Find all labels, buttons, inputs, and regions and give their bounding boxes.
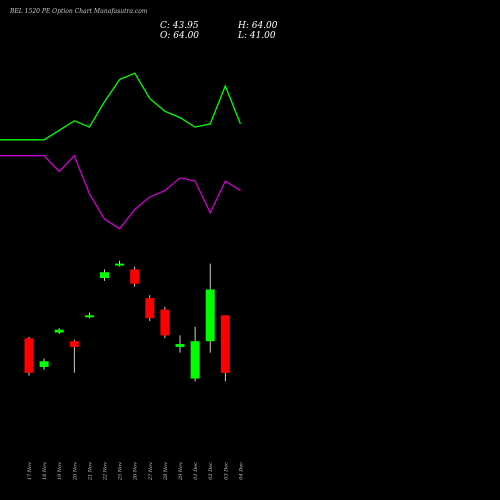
x-tick-label: 22 Nov bbox=[103, 462, 109, 481]
candle-body bbox=[220, 315, 230, 373]
candle-body bbox=[54, 329, 64, 333]
candle-body bbox=[100, 272, 109, 278]
x-tick-label: 28 Nov bbox=[163, 462, 169, 481]
open-readout: O: 64.00 bbox=[160, 31, 200, 41]
chart-title: BEL 1520 PE Option Chart Munafasutra.com bbox=[10, 8, 148, 15]
candle-body bbox=[39, 361, 49, 368]
candle-body bbox=[130, 269, 140, 284]
x-tick-label: 27 Nov bbox=[148, 462, 154, 481]
candle-body bbox=[205, 289, 215, 342]
candles bbox=[24, 260, 230, 382]
x-tick-label: 17 Nov bbox=[27, 462, 33, 480]
x-tick-label: 04 Dec bbox=[238, 462, 244, 480]
x-tick-label: 02 Dec bbox=[208, 462, 214, 480]
candle-body bbox=[145, 298, 155, 319]
candle-body bbox=[84, 315, 94, 318]
x-tick-label: 01 Dec bbox=[193, 462, 199, 480]
x-tick-label: 19 Nov bbox=[57, 462, 63, 480]
candle-body bbox=[115, 263, 125, 266]
green-line bbox=[0, 72, 242, 141]
x-tick-label: 03 Dec bbox=[223, 462, 229, 480]
x-tick-label: 18 Nov bbox=[42, 462, 48, 480]
candle-body bbox=[24, 338, 34, 373]
candle-body bbox=[160, 309, 170, 336]
candle-body bbox=[69, 341, 79, 347]
low-readout: L: 41.00 bbox=[238, 31, 276, 41]
candle-body bbox=[175, 344, 185, 347]
x-tick-label: 25 Nov bbox=[118, 462, 124, 481]
x-axis-labels: 17 Nov 18 Nov 19 Nov 20 Nov 21 Nov 22 Nov 25 N… bbox=[27, 462, 244, 481]
candle-body bbox=[190, 341, 200, 379]
x-tick-label: 29 Nov bbox=[178, 462, 184, 481]
x-tick-label: 26 Nov bbox=[133, 462, 139, 481]
high-readout: H: 64.00 bbox=[238, 21, 278, 31]
indicator-lines bbox=[0, 72, 242, 230]
x-tick-label: 21 Nov bbox=[87, 462, 93, 481]
close-readout: C: 43.95 bbox=[160, 21, 199, 31]
magenta-line bbox=[0, 154, 241, 230]
x-tick-label: 20 Nov bbox=[72, 462, 78, 481]
